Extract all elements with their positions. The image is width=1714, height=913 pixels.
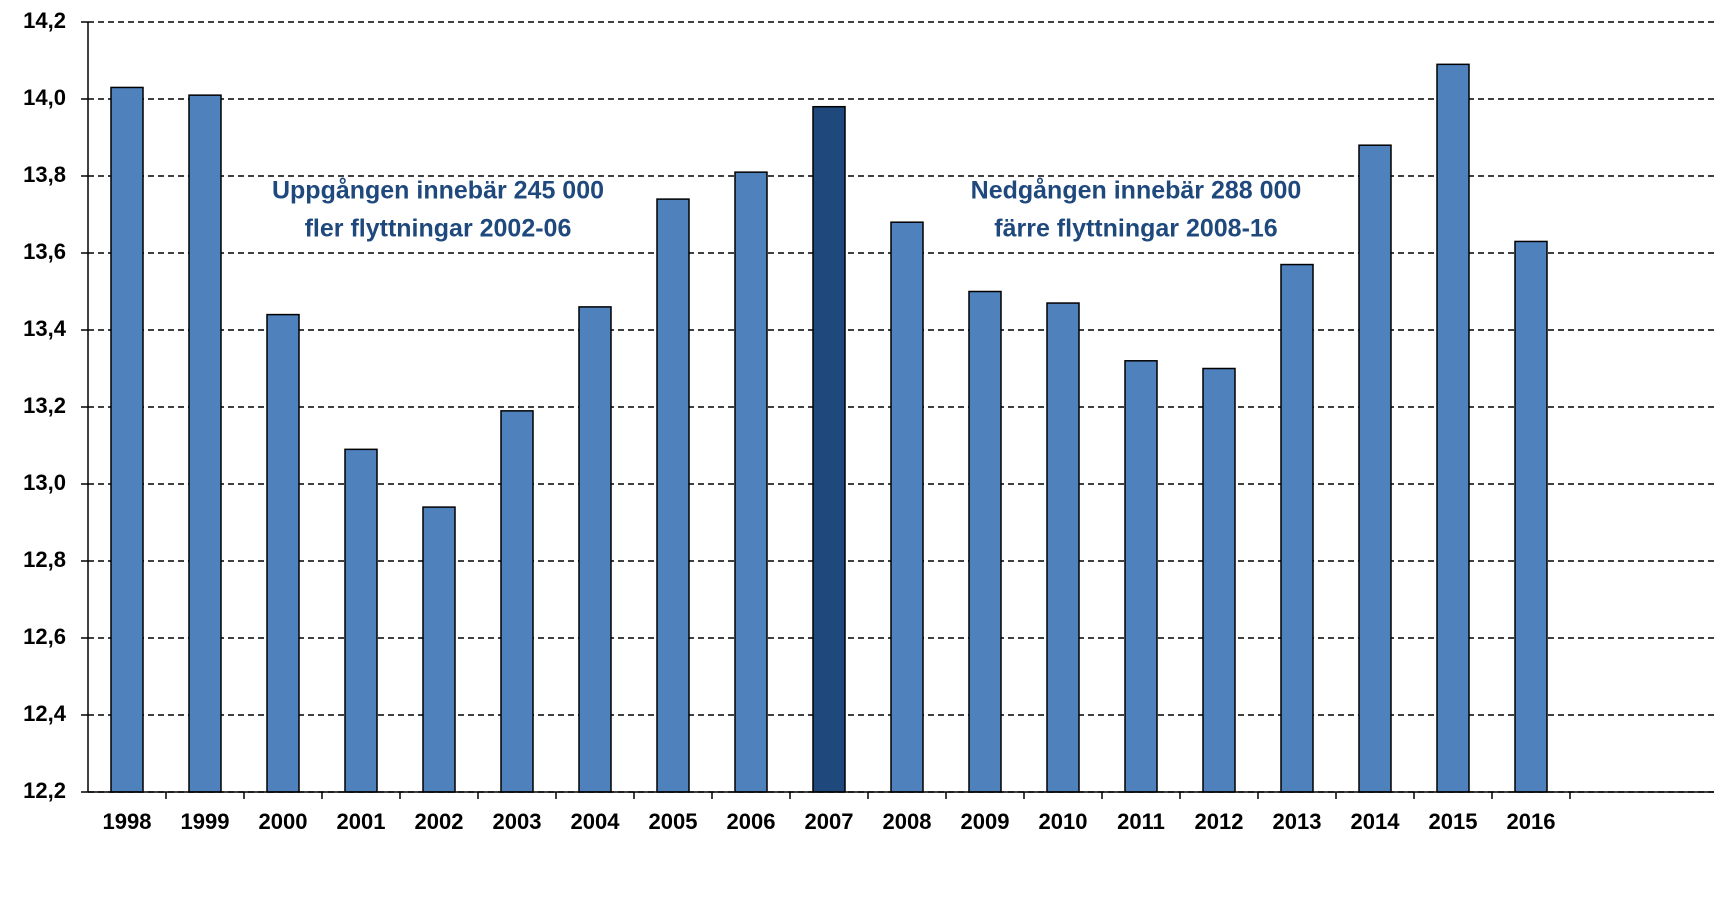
bar — [1280, 263, 1314, 793]
x-tick-label: 2004 — [571, 809, 621, 834]
annotation: färre flyttningar 2008-16 — [994, 215, 1277, 243]
bar — [1046, 302, 1080, 793]
x-tick-label: 2003 — [493, 809, 542, 834]
x-tick-label: 2005 — [649, 809, 698, 834]
annotation: Uppgången innebär 245 000 — [272, 177, 604, 205]
bar — [500, 410, 534, 793]
x-tick-label: 2008 — [883, 809, 932, 834]
x-tick-label: 2016 — [1507, 809, 1556, 834]
bar — [1514, 240, 1548, 793]
bar — [890, 221, 924, 793]
x-tick-label: 2010 — [1039, 809, 1088, 834]
y-tick-label: 14,0 — [23, 85, 66, 110]
x-tick-label: 2001 — [337, 809, 386, 834]
bar — [734, 171, 768, 793]
y-tick-label: 12,4 — [23, 701, 67, 726]
annotation: Nedgången innebär 288 000 — [971, 177, 1302, 205]
bar — [656, 198, 690, 793]
bar — [1358, 144, 1392, 793]
bar — [968, 290, 1002, 793]
x-tick-label: 1999 — [181, 809, 230, 834]
bar — [1124, 360, 1158, 793]
x-tick-label: 2011 — [1117, 809, 1165, 834]
y-tick-label: 13,6 — [23, 239, 66, 264]
x-tick-label: 2015 — [1429, 809, 1478, 834]
x-tick-label: 1998 — [103, 809, 152, 834]
x-tick-label: 2009 — [961, 809, 1010, 834]
bar — [188, 94, 222, 793]
bar — [266, 313, 300, 793]
bar — [110, 86, 144, 793]
x-tick-label: 2002 — [415, 809, 464, 834]
y-tick-label: 13,8 — [23, 162, 66, 187]
x-tick-label: 2000 — [259, 809, 308, 834]
bar — [1436, 63, 1470, 793]
y-tick-label: 12,8 — [23, 547, 66, 572]
y-tick-label: 12,2 — [23, 778, 66, 803]
x-tick-label: 2007 — [805, 809, 854, 834]
bar — [422, 506, 456, 793]
bar — [812, 105, 846, 793]
y-tick-label: 13,4 — [23, 316, 67, 341]
x-tick-label: 2012 — [1195, 809, 1244, 834]
bar — [344, 448, 378, 793]
x-tick-label: 2006 — [727, 809, 776, 834]
y-tick-label: 14,2 — [23, 8, 66, 33]
annotation: fler flyttningar 2002-06 — [305, 215, 572, 243]
y-tick-label: 12,6 — [23, 624, 66, 649]
y-tick-label: 13,2 — [23, 393, 66, 418]
x-tick-label: 2013 — [1273, 809, 1322, 834]
bar — [578, 306, 612, 793]
bar — [1202, 367, 1236, 793]
x-tick-label: 2014 — [1351, 809, 1401, 834]
y-tick-label: 13,0 — [23, 470, 66, 495]
